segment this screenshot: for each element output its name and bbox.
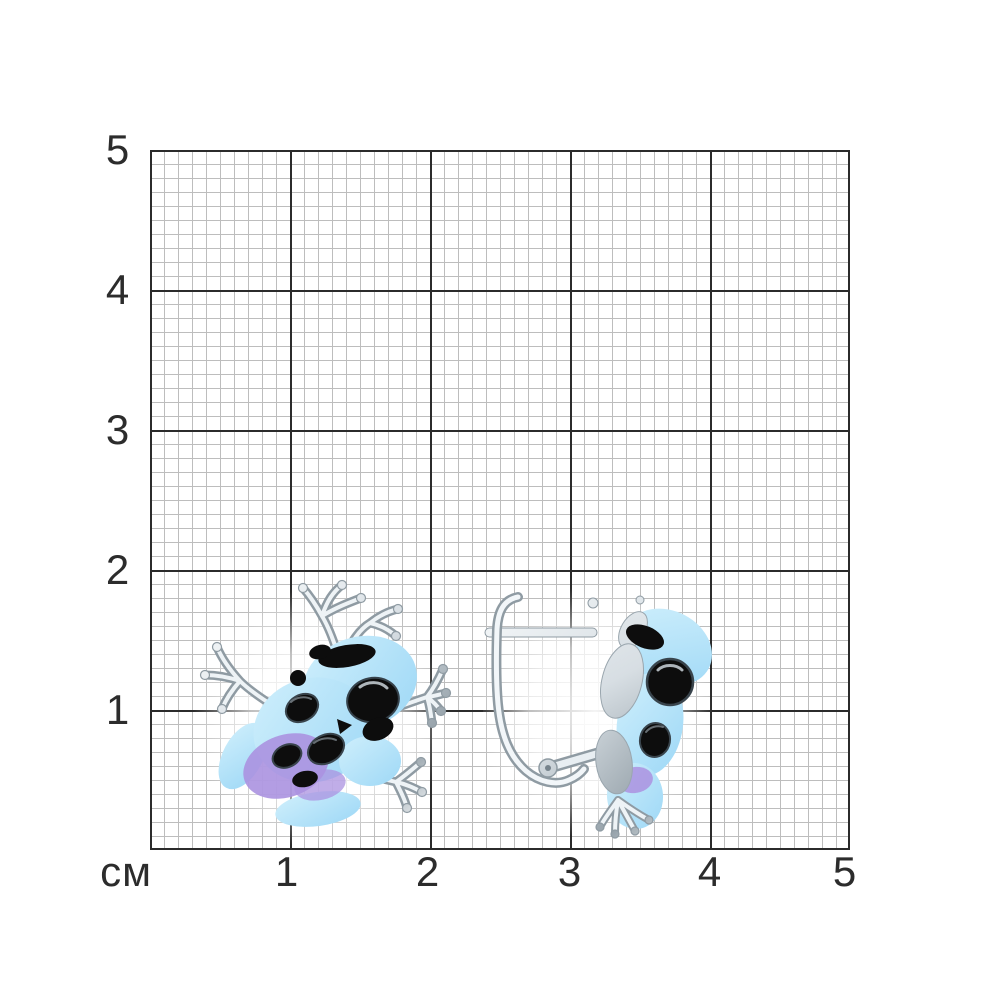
toe-tip	[440, 687, 452, 699]
gem-spot	[271, 743, 303, 769]
toe-tip	[435, 705, 447, 717]
toe-tip	[610, 829, 620, 839]
silver-knob	[635, 595, 645, 605]
toe-tip	[355, 592, 367, 604]
black-dot	[290, 670, 306, 686]
head-patch	[309, 644, 331, 660]
toe-tip	[630, 826, 640, 836]
frog-earring-side-view-photo	[483, 586, 713, 839]
toe-tip	[297, 582, 309, 594]
silver-knob	[587, 597, 599, 609]
toe-tip	[216, 703, 228, 715]
toe-tip	[437, 663, 449, 675]
y-axis-label-2: 2	[105, 546, 131, 593]
black-markings	[271, 644, 400, 788]
toe-tip	[392, 603, 404, 615]
unit-label-cm: см	[100, 848, 152, 895]
toe-line	[301, 583, 363, 660]
toe-tip	[426, 717, 438, 729]
limb	[600, 643, 644, 719]
silver-limbs	[595, 611, 648, 795]
toe-tip	[211, 641, 223, 653]
toe-tip	[416, 786, 428, 798]
limb	[595, 729, 633, 795]
gem-highlight	[290, 696, 312, 703]
toe-tip	[390, 630, 402, 642]
y-axis-label-5: 5	[105, 126, 131, 173]
gem-highlight	[313, 737, 337, 744]
x-axis-label-4: 4	[697, 848, 723, 895]
black-oval	[292, 770, 318, 788]
hook-highlight	[493, 594, 587, 786]
black-markings	[626, 624, 695, 758]
toe-tip	[336, 579, 348, 591]
body-part	[339, 736, 401, 786]
toe-tip	[415, 756, 427, 768]
x-axis-label-3: 3	[557, 848, 583, 895]
eye-highlight	[358, 681, 389, 690]
clasp-top-bar	[484, 627, 598, 638]
frog-earring-top-view-photo	[193, 579, 452, 848]
gem-spot	[284, 692, 320, 724]
y-axis-label-1: 1	[105, 686, 131, 733]
silver-toes	[595, 796, 654, 839]
toe-line	[203, 645, 274, 711]
toe-tips	[595, 815, 654, 839]
eye-highlight	[656, 664, 684, 672]
frog-eye	[362, 717, 394, 741]
toe-tip	[401, 802, 413, 814]
toe-tips	[199, 579, 452, 814]
toe-line	[598, 798, 651, 836]
toe-tip	[199, 669, 211, 681]
y-axis-label-4: 4	[105, 266, 131, 313]
gem-highlight	[645, 725, 664, 733]
nose-spot	[337, 719, 352, 734]
head-patch	[318, 644, 376, 668]
head-patch	[626, 624, 664, 650]
x-axis-label-1: 1	[274, 848, 300, 895]
blue-enamel-foot	[275, 791, 361, 827]
x-axis-label-2: 2	[415, 848, 441, 895]
clasp-hook-wire	[491, 592, 589, 788]
toe-line	[394, 667, 448, 725]
y-axis-label-3: 3	[105, 406, 131, 453]
x-axis-label-5: 5	[832, 848, 858, 895]
toe-tip	[595, 822, 605, 832]
hinge-pin-hole	[545, 765, 551, 771]
toe-tip	[644, 815, 654, 825]
